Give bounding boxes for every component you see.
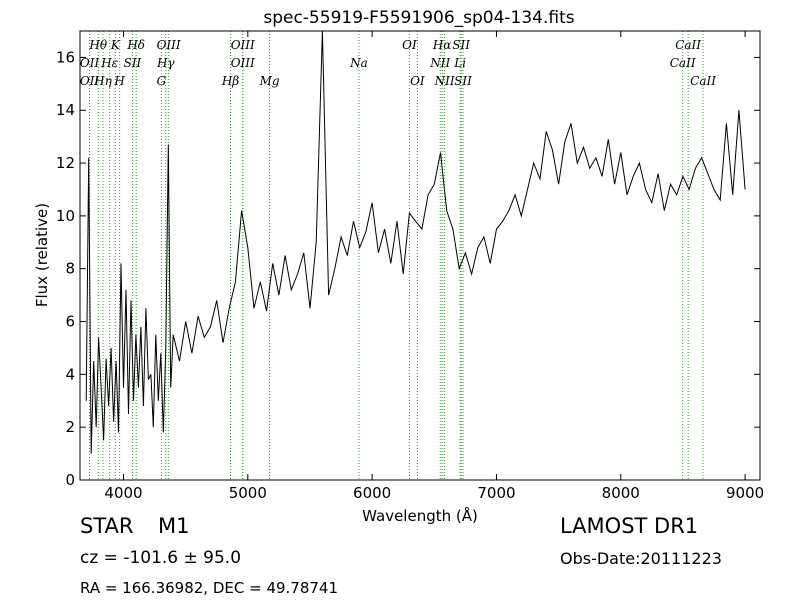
x-tick-label: 7000 xyxy=(477,484,515,502)
line-label: SII xyxy=(452,38,470,52)
y-tick-label: 16 xyxy=(56,48,75,66)
line-label: SII xyxy=(124,56,142,70)
line-label: CaII xyxy=(690,74,716,88)
redshift-cz: cz = -101.6 ± 95.0 xyxy=(80,548,242,568)
y-tick-label: 12 xyxy=(56,154,75,172)
x-axis-ticks: 4000 5000 6000 7000 8000 9000 xyxy=(104,31,764,502)
observation-date: Obs-Date:20111223 xyxy=(560,549,722,568)
plot-frame xyxy=(79,30,761,481)
chart-title: spec-55919-F5591906_sp04-134.fits xyxy=(263,8,574,28)
x-tick-label: 4000 xyxy=(104,484,142,502)
y-axis-ticks: 0 2 4 6 8 10 12 14 16 xyxy=(56,48,760,489)
y-tick-label: 2 xyxy=(65,418,75,436)
y-tick-label: 8 xyxy=(65,260,75,278)
object-subclass: M1 xyxy=(158,514,190,538)
y-tick-label: 10 xyxy=(56,207,75,225)
line-label: Hα xyxy=(432,38,452,52)
line-label: Li xyxy=(453,56,466,70)
line-label: CaII xyxy=(675,38,701,52)
line-label: OII xyxy=(80,74,100,88)
line-label: OIII xyxy=(231,56,255,70)
line-label: Hθ xyxy=(88,38,107,52)
line-label: OIII xyxy=(231,38,255,52)
line-label: SII xyxy=(454,74,472,88)
spectrum-series xyxy=(85,30,746,454)
line-label: OI xyxy=(402,38,417,52)
x-axis-label: Wavelength (Å) xyxy=(362,506,478,525)
line-label: K xyxy=(110,38,121,52)
line-label: CaII xyxy=(670,56,696,70)
line-label: Na xyxy=(349,56,368,70)
y-tick-label: 0 xyxy=(65,471,75,489)
y-axis-label: Flux (relative) xyxy=(33,203,51,307)
y-tick-label: 14 xyxy=(56,101,75,119)
line-label: Hη xyxy=(93,74,112,88)
spectrum-line xyxy=(85,30,746,454)
x-tick-label: 9000 xyxy=(726,484,764,502)
y-tick-label: 4 xyxy=(65,365,75,383)
object-class: STAR xyxy=(80,514,134,538)
line-label: NII xyxy=(429,56,450,70)
x-tick-label: 8000 xyxy=(602,484,640,502)
x-tick-label: 6000 xyxy=(353,484,391,502)
emission-line-markers xyxy=(89,31,704,480)
line-label: OI xyxy=(410,74,425,88)
line-label: Hδ xyxy=(126,38,145,52)
line-label: Mg xyxy=(259,74,280,88)
survey-name: LAMOST DR1 xyxy=(560,514,699,538)
line-label: OII xyxy=(80,56,100,70)
ra-dec-coordinates: RA = 166.36982, DEC = 49.78741 xyxy=(80,579,339,597)
line-label: OIII xyxy=(157,38,181,52)
line-label: Hε xyxy=(100,56,118,70)
line-label: Hβ xyxy=(221,74,239,88)
x-tick-label: 5000 xyxy=(229,484,267,502)
line-label: NII xyxy=(434,74,455,88)
line-label: G xyxy=(157,74,167,88)
y-tick-label: 6 xyxy=(65,313,75,331)
line-label: H xyxy=(113,74,125,88)
line-label: Hγ xyxy=(156,56,175,70)
